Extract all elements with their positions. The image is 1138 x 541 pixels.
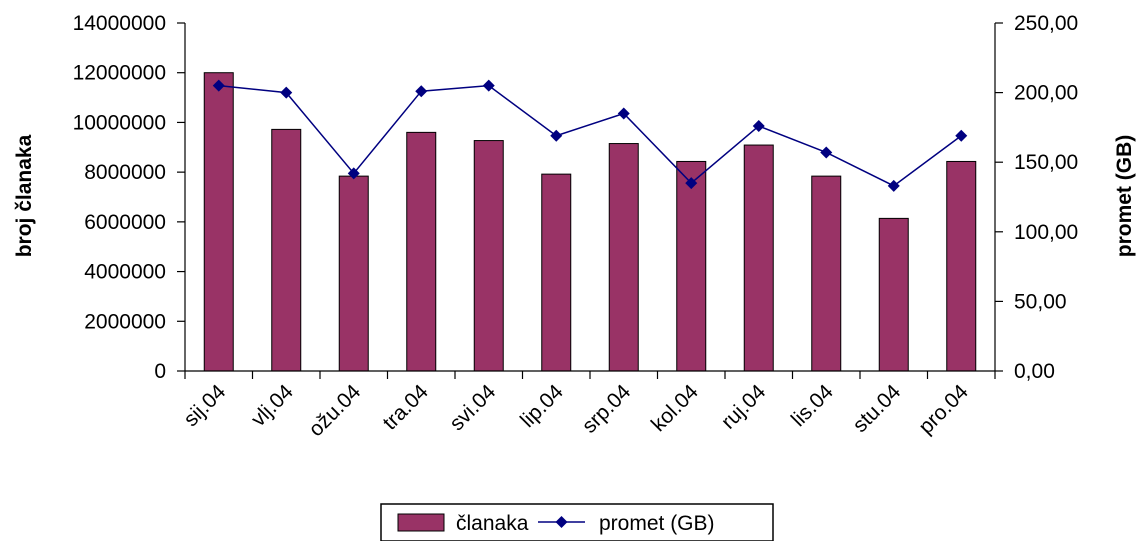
legend-line-marker (555, 516, 568, 528)
line-marker (212, 79, 225, 92)
bar (406, 131, 437, 372)
left-axis-ticks: 0 2000000 4000000 6000000 8000000 10000000 120… (73, 12, 185, 383)
legend-line-label: promet (GB) (599, 512, 715, 535)
bar (203, 72, 234, 372)
right-tick-label: 250,00 (1014, 12, 1078, 35)
bar (338, 175, 369, 372)
right-tick-label: 100,00 (1014, 221, 1078, 244)
x-tick-label: sij.04 (179, 380, 230, 431)
x-axis-ticks: sij.04 vlj.04 ožu.04 tra.04 svi.04 lip.04 srp.… (179, 371, 996, 441)
x-tick-label: vlj.04 (247, 380, 298, 431)
bar (473, 140, 504, 372)
x-tick-label: svi.04 (445, 380, 500, 435)
line-marker (280, 86, 293, 99)
left-tick-label: 6000000 (84, 211, 166, 234)
right-tick-label: 50,00 (1014, 290, 1067, 313)
bar (676, 160, 707, 372)
bar (541, 173, 572, 372)
x-tick-label: tra.04 (379, 380, 433, 434)
legend: članaka promet (GB) (380, 503, 774, 541)
left-tick-label: 4000000 (84, 261, 166, 284)
bar (271, 128, 302, 372)
right-axis-title: promet (GB) (1113, 135, 1136, 258)
bar (743, 144, 774, 372)
legend-bar-label: članaka (456, 512, 529, 535)
left-axis-title: broj članaka (13, 134, 36, 257)
bar (878, 217, 909, 372)
line-marker (955, 129, 968, 142)
line-marker (415, 85, 428, 98)
bar (811, 175, 842, 372)
line-marker (685, 177, 698, 190)
left-tick-label: 8000000 (84, 161, 166, 184)
line-marker (482, 79, 495, 92)
left-tick-label: 2000000 (84, 310, 166, 333)
right-tick-label: 200,00 (1014, 82, 1078, 105)
left-tick-label: 10000000 (73, 111, 166, 134)
line-marker (820, 146, 833, 159)
line-marker (887, 179, 900, 192)
left-tick-label: 12000000 (73, 62, 166, 85)
line-marker (347, 167, 360, 180)
bar (946, 160, 977, 372)
x-tick-label: ožu.04 (304, 380, 365, 441)
x-tick-label: lis.04 (787, 380, 838, 431)
right-tick-label: 150,00 (1014, 151, 1078, 174)
line-marker (617, 107, 630, 120)
x-tick-label: lip.04 (516, 380, 568, 432)
x-tick-label: kol.04 (647, 380, 703, 436)
bar-series (203, 72, 977, 372)
x-tick-label: srp.04 (578, 380, 636, 438)
left-tick-label: 0 (154, 360, 166, 383)
x-tick-label: stu.04 (849, 380, 906, 437)
legend-bar-swatch (397, 513, 445, 532)
line-series (212, 79, 968, 192)
left-tick-label: 14000000 (73, 12, 166, 35)
line-marker (550, 129, 563, 142)
axes (184, 23, 996, 372)
line-series-path (218, 84, 962, 187)
line-marker (752, 120, 765, 133)
right-axis-ticks: 0,00 50,00 100,00 150,00 200,00 250,00 (995, 12, 1078, 383)
bar (608, 143, 639, 372)
x-tick-label: ruj.04 (717, 380, 771, 434)
x-tick-label: pro.04 (914, 380, 973, 439)
right-tick-label: 0,00 (1014, 360, 1055, 383)
